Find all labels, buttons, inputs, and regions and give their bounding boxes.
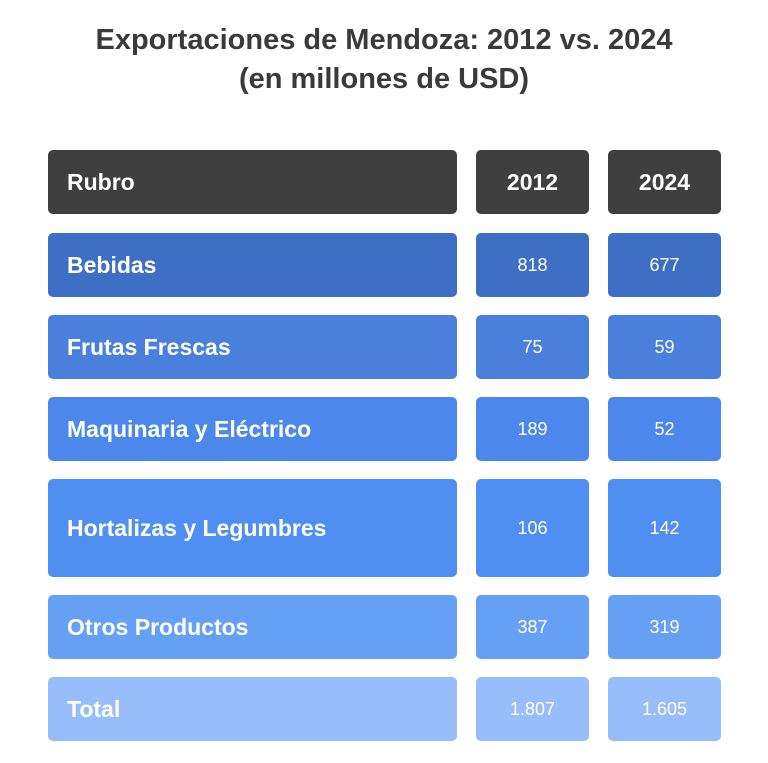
row-value-2024: 142 — [608, 479, 721, 577]
row-value-2012: 1.807 — [476, 677, 589, 741]
chart-title-line-1: Exportaciones de Mendoza: 2012 vs. 2024 — [95, 24, 673, 56]
row-label: Hortalizas y Legumbres — [48, 479, 457, 577]
row-value-2012: 106 — [476, 479, 589, 577]
row-value-2024: 319 — [608, 595, 721, 659]
header-2012: 2012 — [476, 150, 589, 214]
chart-title-line-2: (en millones de USD) — [238, 63, 530, 95]
row-value-2012: 387 — [476, 595, 589, 659]
row-value-2024: 1.605 — [608, 677, 721, 741]
row-value-2024: 59 — [608, 315, 721, 379]
row-value-2024: 677 — [608, 233, 721, 297]
header-rubro: Rubro — [48, 150, 457, 214]
row-label: Otros Productos — [48, 595, 457, 659]
row-value-2012: 75 — [476, 315, 589, 379]
row-value-2012: 818 — [476, 233, 589, 297]
row-label: Maquinaria y Eléctrico — [48, 397, 457, 461]
row-value-2024: 52 — [608, 397, 721, 461]
row-value-2012: 189 — [476, 397, 589, 461]
row-label: Bebidas — [48, 233, 457, 297]
row-label: Total — [48, 677, 457, 741]
header-2024: 2024 — [608, 150, 721, 214]
row-label: Frutas Frescas — [48, 315, 457, 379]
